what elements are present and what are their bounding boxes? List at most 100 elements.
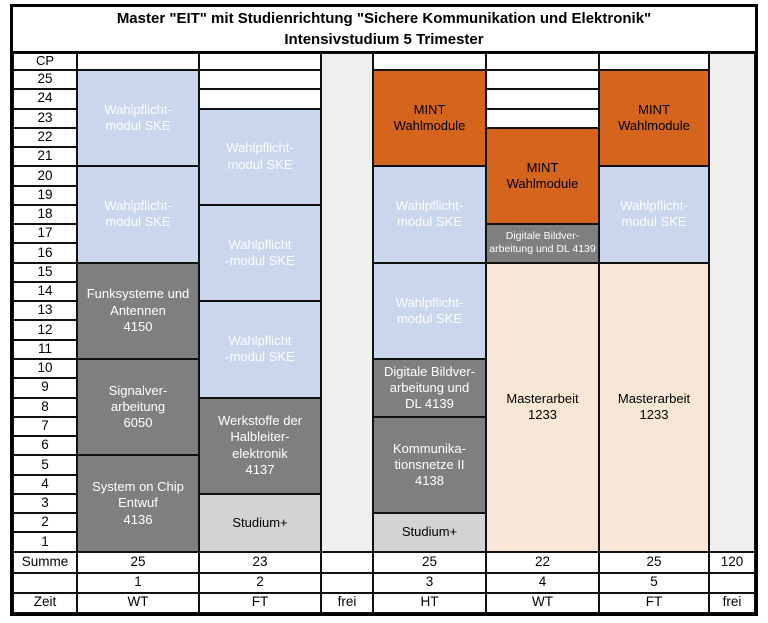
module-block-line: 6050 (123, 415, 153, 431)
cp-axis-tick: 7 (13, 416, 77, 437)
module-block-line: Wahlpflicht (228, 236, 292, 252)
module-block-line: Studium+ (401, 524, 458, 540)
module-block-line: MINT (526, 159, 559, 175)
empty-cp-cell (199, 89, 321, 109)
module-block-line: 1233 (528, 407, 557, 423)
module-block: MINT Wahlmodule (599, 70, 709, 167)
curriculum-table: Master "EIT" mit Studienrichtung "Sicher… (10, 4, 758, 616)
column-header-empty (599, 53, 709, 70)
cp-axis-tick: 4 (13, 474, 77, 494)
cp-axis-header: CP (13, 53, 77, 70)
cp-axis-tick: 18 (13, 204, 77, 225)
cp-axis-tick: 13 (13, 301, 77, 321)
cp-axis-tick: 17 (13, 224, 77, 244)
module-block-line: 4137 (245, 461, 275, 477)
module-block: Wahlpflicht-modul SKE (199, 204, 321, 302)
summe-value: 120 (709, 551, 755, 573)
module-block-line: modul SKE (105, 214, 171, 230)
module-block-line: Signalver- (108, 382, 168, 398)
module-block: Wahlpflicht-modul SKE (77, 70, 199, 167)
module-block-line: Wahlmodule (618, 118, 690, 134)
module-block: Wahlpflicht-modul SKE (199, 108, 321, 205)
empty-cp-cell (486, 89, 599, 109)
empty-cp-cell (486, 70, 599, 90)
module-block-line: Wahlpflicht (228, 333, 292, 349)
trimester-number: 4 (486, 572, 599, 593)
module-block-line: -modul SKE (225, 253, 295, 269)
cp-axis-tick: 25 (13, 70, 77, 90)
cp-axis-tick: 19 (13, 185, 77, 205)
cp-axis-tick: 12 (13, 320, 77, 340)
trimester-number: 2 (199, 572, 321, 593)
summe-value: 23 (199, 551, 321, 573)
table-title: Master "EIT" mit Studienrichtung "Sicher… (13, 7, 755, 53)
module-block-line: 1233 (639, 407, 669, 423)
module-block: Digitale Bildver-arbeitung und DL 4139 (486, 224, 599, 263)
module-block-line: Masterarbeit (617, 390, 691, 406)
cp-axis-tick: 10 (13, 358, 77, 379)
module-block-line: arbeitung und (389, 379, 470, 395)
module-block-line: Wahlpflicht- (104, 101, 172, 117)
module-block: MINT Wahlmodule (373, 70, 486, 167)
module-block-line: Wahlpflicht- (104, 198, 172, 214)
cp-axis-tick: 14 (13, 281, 77, 302)
module-block-line: Entwuf (118, 495, 158, 511)
summe-value: 22 (486, 551, 599, 573)
module-block-line: MINT (638, 101, 670, 117)
cp-axis-tick: 20 (13, 166, 77, 186)
summe-value (321, 551, 373, 573)
cp-axis-tick: 9 (13, 378, 77, 398)
module-block: Masterarbeit 1233 (599, 262, 709, 552)
cp-axis-tick: 21 (13, 147, 77, 167)
module-block-line: tionsnetze II (394, 456, 465, 472)
zeit-value: frei (709, 592, 755, 613)
module-block: Studium+ (199, 493, 321, 552)
cp-axis-tick: 24 (13, 89, 77, 109)
summe-value: 25 (373, 551, 486, 573)
cp-axis-tick: 23 (13, 108, 77, 128)
module-block-line: modul SKE (396, 310, 463, 326)
module-block-line: MINT (413, 101, 446, 117)
module-block-line: DL 4139 (405, 396, 454, 411)
module-block-line: Werkstoffe der (217, 413, 303, 429)
module-block-line: Digitale Bildver- (505, 229, 580, 242)
cp-axis-tick: 16 (13, 243, 77, 263)
module-block-line: Wahlpflicht- (226, 140, 294, 156)
column-header-empty (77, 53, 199, 70)
module-block-line: Digitale Bildver- (383, 363, 476, 379)
module-block: System on Chip Entwuf 4136 (77, 455, 199, 552)
cp-axis-tick: 11 (13, 339, 77, 359)
module-block-line: modul SKE (227, 156, 293, 172)
module-block-line: Wahlmodule (393, 118, 466, 134)
module-block-line: Wahlpflicht- (395, 198, 464, 214)
module-block: Wahlpflicht-modul SKE (373, 166, 486, 263)
cp-axis-tick: 3 (13, 493, 77, 514)
column-header-empty (373, 53, 486, 70)
module-block-line: -modul SKE (225, 349, 295, 365)
frei-column (321, 53, 373, 552)
module-block: Kommunika-tionsnetze II 4138 (373, 416, 486, 514)
module-block-line: 4150 (123, 318, 153, 334)
zeit-label: Zeit (13, 592, 77, 613)
module-block-line: elektronik (232, 445, 288, 461)
zeit-value: HT (373, 592, 486, 613)
trimester-number (709, 572, 755, 593)
module-block-line: arbeitung und DL 4139 (489, 243, 596, 256)
cp-axis-tick: 1 (13, 532, 77, 552)
module-block-line: Halbleiter- (230, 429, 290, 445)
module-block-line: Antennen (110, 302, 166, 318)
module-block: Studium+ (373, 513, 486, 552)
module-block-line: 4138 (415, 473, 444, 489)
module-block: Wahlpflicht-modul SKE (199, 301, 321, 398)
module-block-line: Wahlmodule (506, 175, 579, 191)
summe-value: 25 (77, 551, 199, 573)
module-block: MINT Wahlmodule (486, 127, 599, 225)
column-header-empty (199, 53, 321, 70)
module-block: Werkstoffe der Halbleiter-elektronik 4137 (199, 397, 321, 494)
module-block-line: Kommunika- (393, 440, 466, 456)
module-block: Funksysteme und Antennen 4150 (77, 262, 199, 359)
cp-axis-tick: 15 (13, 262, 77, 282)
summe-value: 25 (599, 551, 709, 573)
module-block: Signalver-arbeitung 6050 (77, 358, 199, 456)
module-block-line: System on Chip (92, 479, 184, 495)
